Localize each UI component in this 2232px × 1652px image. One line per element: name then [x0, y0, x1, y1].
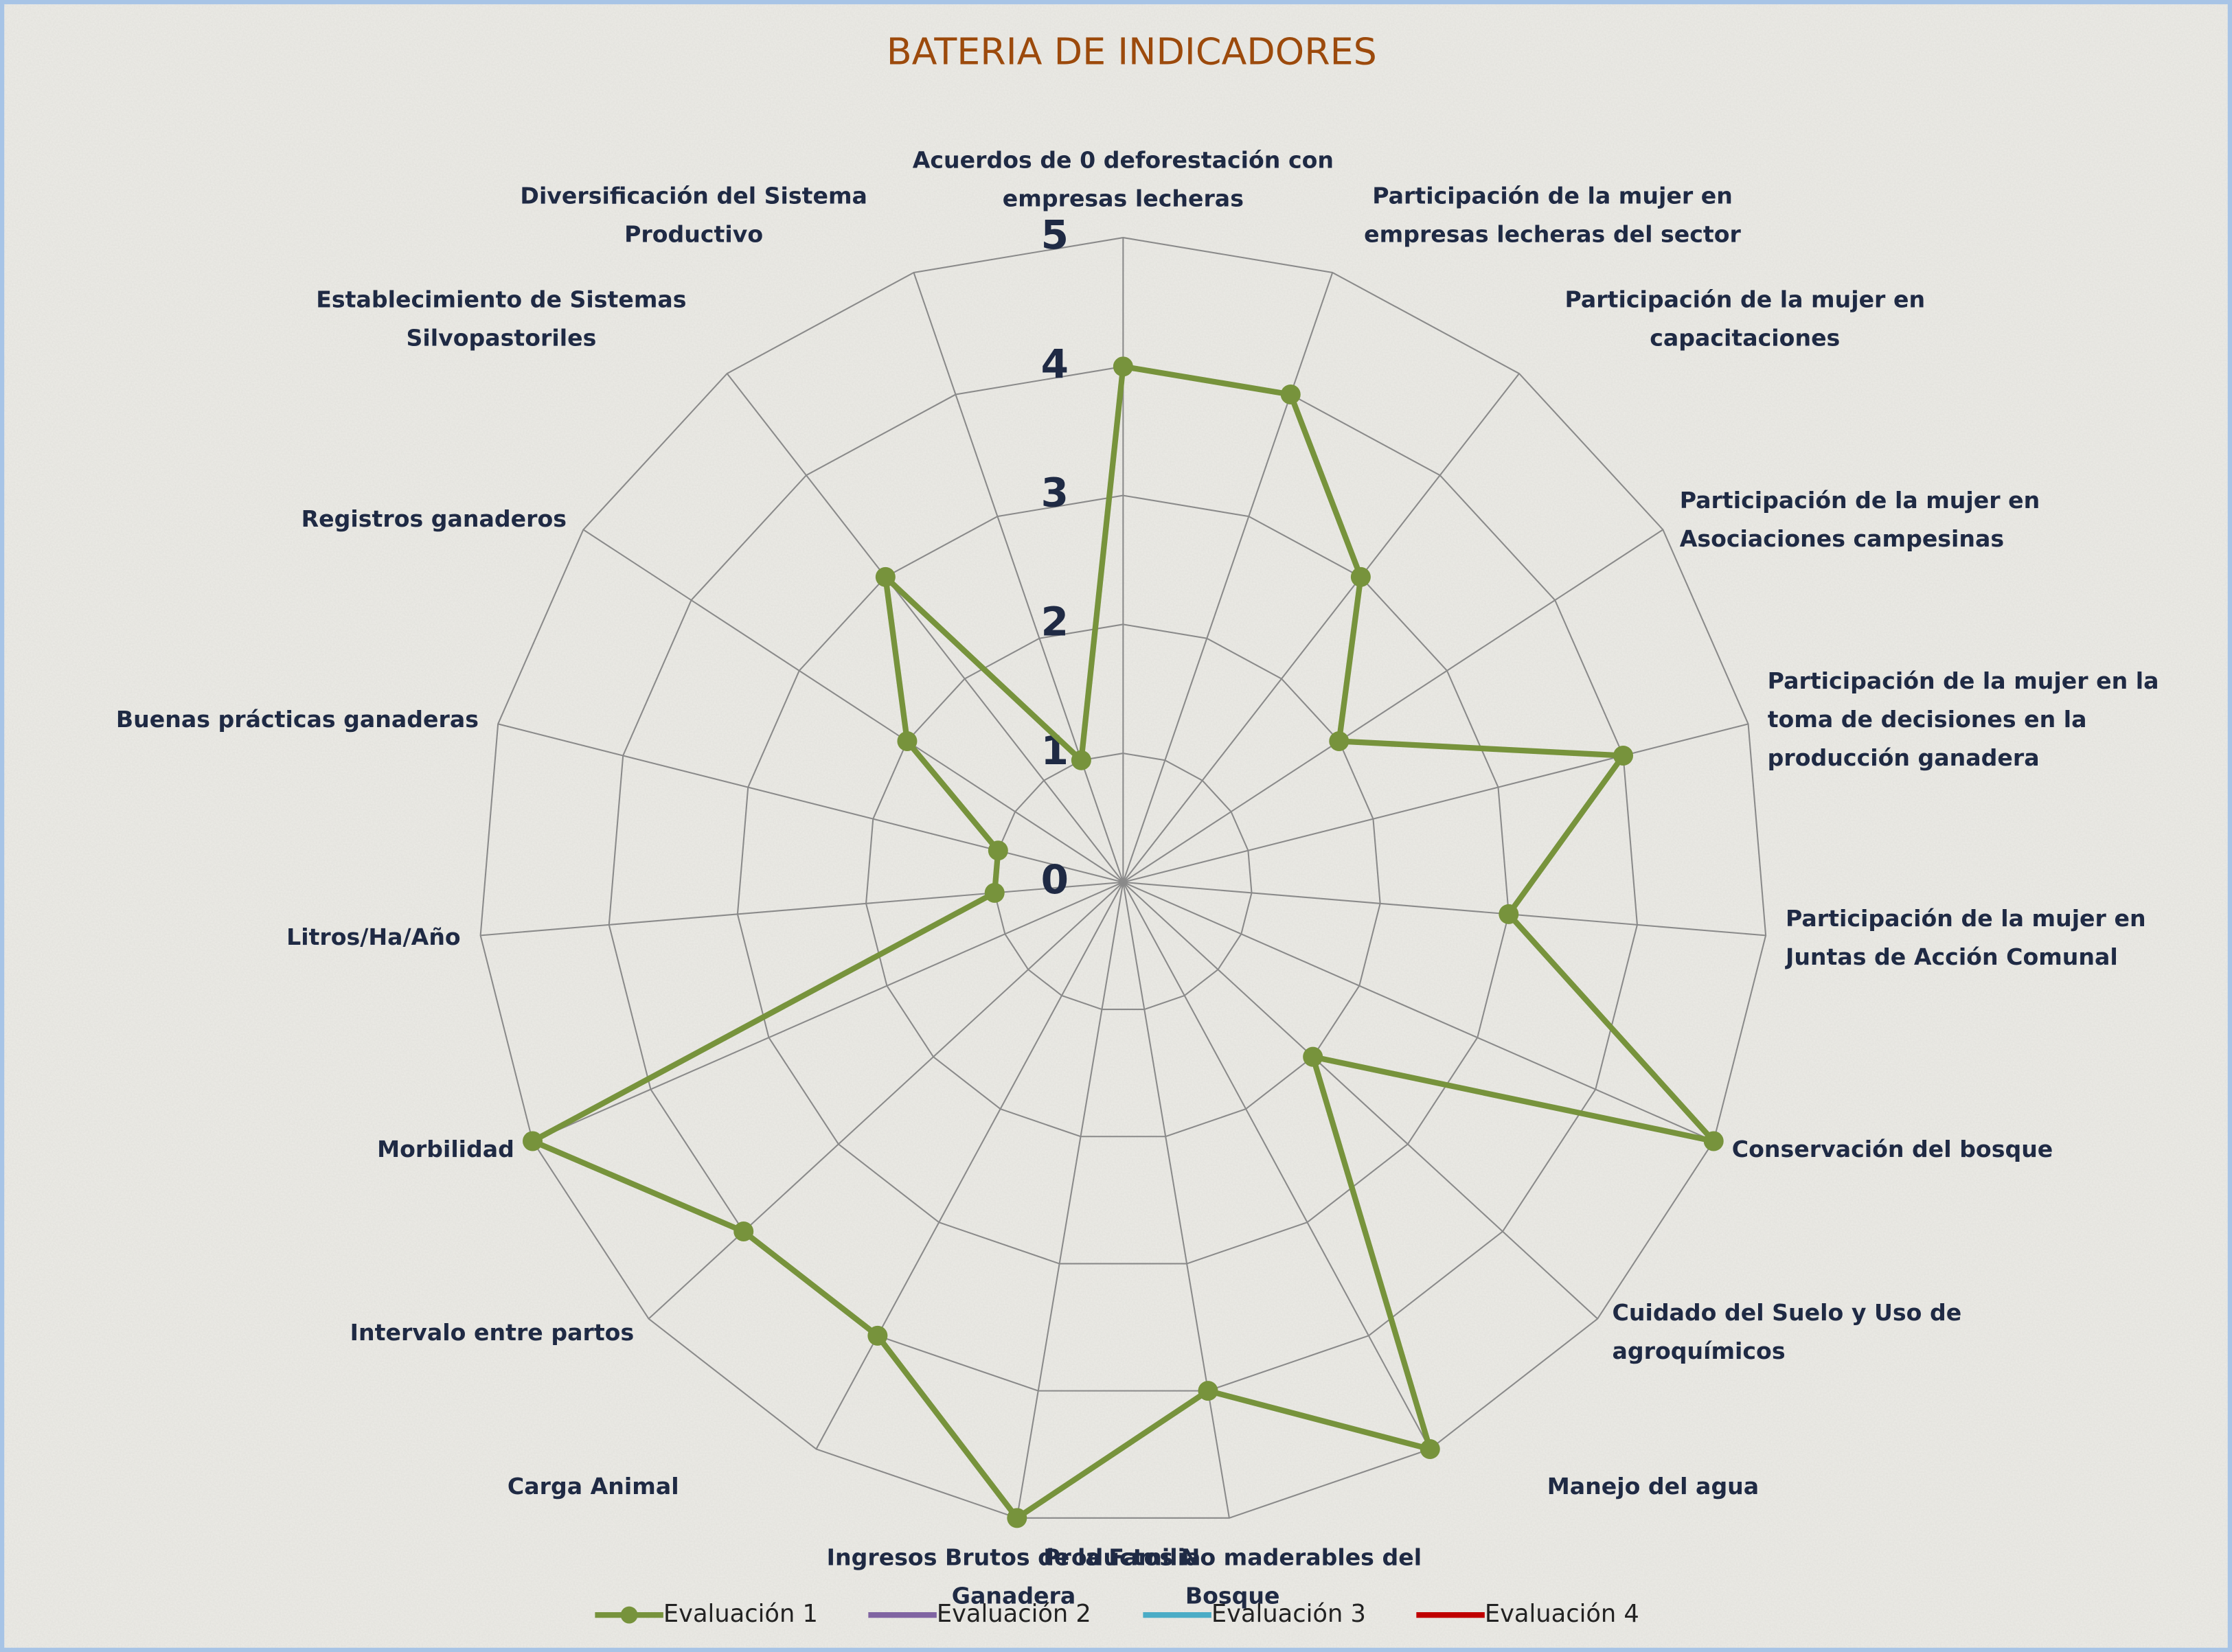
point — [1280, 385, 1301, 405]
category-label: Participación de la mujer en capacitacio… — [1564, 286, 1926, 352]
category-label-box: Litros/Ha/Año — [286, 923, 461, 951]
spoke — [582, 529, 1124, 883]
category-label-box: Participación de la mujer en empresas le… — [1364, 182, 1741, 249]
point — [984, 882, 1005, 903]
legend-label: Evaluación 4 — [1485, 1600, 1639, 1628]
spoke — [1122, 529, 1663, 883]
category-label-box: Productos No maderables del Bosque — [1043, 1543, 1422, 1609]
category-label: Participación de la mujer en Asociacione… — [1679, 485, 2040, 552]
spoke — [1123, 723, 1749, 883]
point — [1703, 1131, 1724, 1151]
point — [523, 1131, 543, 1151]
category-label: Ingresos Brutos de la Familia Ganadera — [826, 1543, 1201, 1609]
point — [988, 840, 1008, 861]
spoke — [1122, 881, 1714, 1142]
point — [733, 1221, 754, 1242]
category-label-box: Morbilidad — [377, 1135, 514, 1163]
category-label-box: Participación de la mujer en la toma de … — [1767, 667, 2159, 771]
point — [875, 566, 896, 587]
r-tick-label: 5 — [1041, 211, 1069, 258]
grid-ring — [608, 365, 1638, 1392]
category-label: Intervalo entre partos — [350, 1318, 635, 1346]
spoke — [532, 881, 1124, 1142]
point — [1071, 750, 1091, 770]
spoke — [1122, 882, 1431, 1449]
legend-label: Evaluación 2 — [937, 1600, 1091, 1628]
r-tick-label: 2 — [1041, 598, 1069, 645]
category-label: Participación de la mujer en la toma de … — [1767, 667, 2159, 771]
category-label: Buenas prácticas ganaderas — [115, 705, 479, 733]
category-label: Morbilidad — [377, 1135, 514, 1163]
category-label-box: Establecimiento de Sistemas Silvopastori… — [316, 286, 687, 352]
category-label-box: Registros ganaderos — [301, 505, 567, 533]
r-tick-label: 3 — [1041, 470, 1069, 516]
spoke — [1122, 882, 1230, 1518]
category-label: Diversificación del Sistema Productivo — [520, 182, 867, 249]
point — [1198, 1381, 1218, 1401]
category-label-box: Manejo del agua — [1547, 1472, 1760, 1500]
spoke — [1016, 882, 1124, 1518]
category-label: Carga Animal — [507, 1472, 679, 1500]
category-label: Acuerdos de 0 deforestación con empresas… — [912, 146, 1334, 212]
category-label-box: Acuerdos de 0 deforestación con empresas… — [912, 146, 1334, 212]
category-label: Conservación del bosque — [1731, 1135, 2053, 1163]
spoke — [497, 723, 1124, 883]
spoke — [913, 272, 1124, 883]
point — [1303, 1046, 1323, 1067]
category-label: Manejo del agua — [1547, 1472, 1760, 1500]
point — [1113, 356, 1133, 377]
category-label: Participación de la mujer en Juntas de A… — [1785, 904, 2146, 970]
legend-marker — [620, 1606, 638, 1624]
grid-ring — [994, 753, 1253, 1011]
series-line — [529, 363, 1717, 1521]
spoke — [1122, 373, 1520, 883]
category-label: Registros ganaderos — [301, 505, 567, 533]
legend-label: Evaluación 3 — [1211, 1600, 1366, 1628]
chart-title: BATERIA DE INDICADORES — [887, 30, 1377, 73]
category-label: Litros/Ha/Año — [286, 923, 461, 951]
spoke — [815, 882, 1124, 1449]
r-tick-label: 4 — [1041, 341, 1069, 387]
spoke — [1123, 881, 1766, 937]
point — [1420, 1438, 1440, 1459]
grid-ring — [865, 623, 1381, 1138]
category-label-box: Participación de la mujer en capacitacio… — [1564, 286, 1926, 352]
category-label: Cuidado del Suelo y Uso de agroquímicos — [1612, 1299, 1962, 1365]
spoke — [1122, 882, 1598, 1320]
category-label-box: Intervalo entre partos — [350, 1318, 635, 1346]
category-label-box: Conservación del bosque — [1731, 1135, 2053, 1163]
r-tick-label: 0 — [1041, 856, 1069, 903]
point — [1613, 745, 1634, 766]
point — [867, 1325, 888, 1346]
category-label-box: Participación de la mujer en Juntas de A… — [1785, 904, 2146, 970]
category-label: Establecimiento de Sistemas Silvopastori… — [316, 286, 687, 352]
category-label-box: Participación de la mujer en Asociacione… — [1679, 485, 2040, 552]
spoke — [648, 882, 1124, 1320]
category-label-box: Buenas prácticas ganaderas — [115, 705, 479, 733]
category-label-box: Carga Animal — [507, 1472, 679, 1500]
point — [1350, 566, 1371, 587]
point — [1329, 731, 1350, 751]
spoke — [1122, 272, 1334, 883]
category-label-box: Diversificación del Sistema Productivo — [520, 182, 867, 249]
spoke — [480, 881, 1124, 937]
category-label: Productos No maderables del Bosque — [1043, 1543, 1422, 1609]
category-label-box: Cuidado del Suelo y Uso de agroquímicos — [1612, 1299, 1962, 1365]
point — [1499, 904, 1519, 924]
category-label: Participación de la mujer en empresas le… — [1364, 182, 1741, 249]
point — [897, 731, 918, 751]
category-label-box: Ingresos Brutos de la Familia Ganadera — [826, 1543, 1201, 1609]
grid-ring — [736, 494, 1510, 1265]
point — [1007, 1508, 1027, 1528]
spoke — [726, 373, 1124, 883]
legend-label: Evaluación 1 — [663, 1600, 818, 1628]
grid-ring — [479, 237, 1767, 1519]
